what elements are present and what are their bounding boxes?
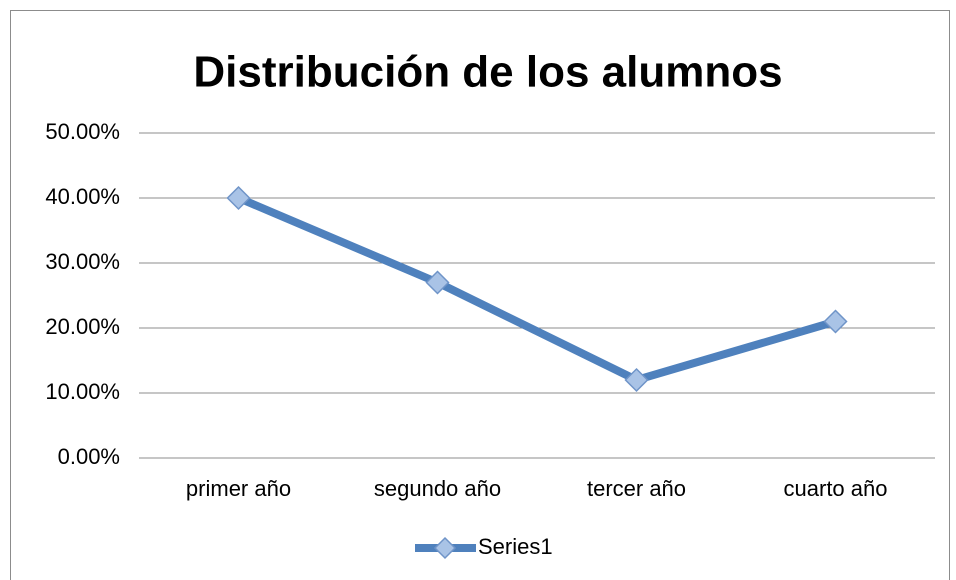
legend-label: Series1 <box>478 534 553 559</box>
y-tick-label: 20.00% <box>45 314 120 339</box>
data-point <box>624 367 649 393</box>
y-tick-label: 0.00% <box>58 444 120 469</box>
data-point <box>226 185 251 211</box>
y-tick-label: 30.00% <box>45 249 120 274</box>
chart-border <box>10 10 950 580</box>
x-tick-label: tercer año <box>587 476 686 501</box>
y-tick-label: 10.00% <box>45 379 120 404</box>
y-tick-label: 40.00% <box>45 184 120 209</box>
y-tick-label: 50.00% <box>45 119 120 144</box>
x-tick-label: segundo año <box>374 476 501 501</box>
series-line <box>236 194 837 384</box>
x-tick-label: primer año <box>186 476 291 501</box>
chart-title: Distribución de los alumnos <box>193 48 782 97</box>
x-tick-label: cuarto año <box>784 476 888 501</box>
data-point <box>823 309 848 334</box>
data-point <box>425 270 450 295</box>
legend-marker <box>433 536 457 560</box>
